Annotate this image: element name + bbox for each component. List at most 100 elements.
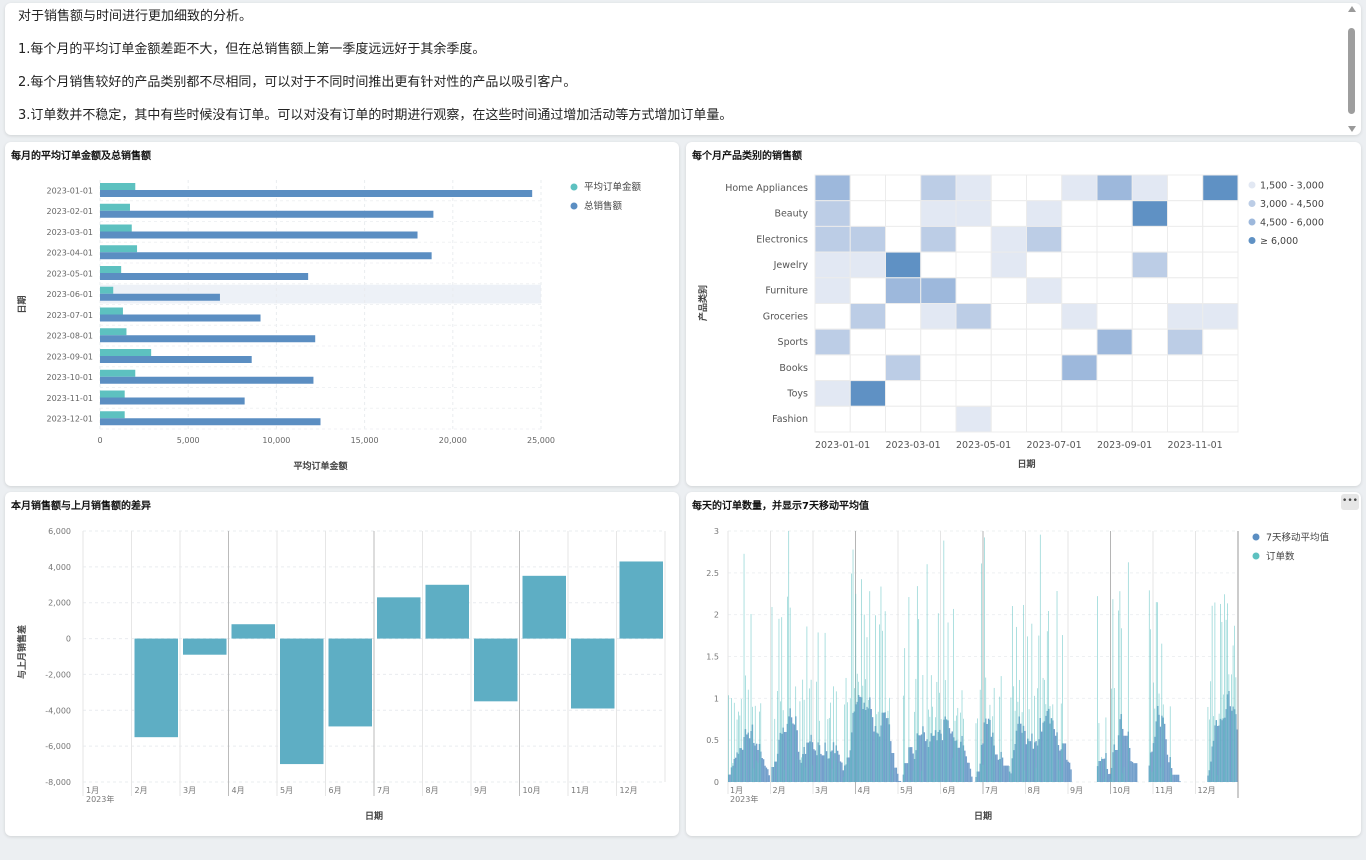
bar-total-sales [100, 314, 261, 322]
order-count-bar [799, 701, 801, 782]
more-options-button[interactable]: ••• [1341, 494, 1359, 510]
moving-average-bar [753, 742, 755, 782]
order-count-bar [943, 540, 945, 782]
heatmap-cell [1131, 251, 1168, 279]
moving-average-bar [1124, 735, 1127, 782]
scroll-up-arrow-icon[interactable] [1348, 6, 1356, 12]
heatmap-cell [1096, 277, 1133, 305]
y-tick-label: Groceries [763, 311, 808, 322]
order-count-bar [738, 711, 739, 782]
chart-card-daily-orders: 每天的订单数量，并显示7天移动平均值 ••• 3 2.5 2 1.5 1 0.5 0 1月 2月… [686, 492, 1361, 836]
x-tick-label: 2月 [773, 786, 786, 795]
moving-average-bar [1099, 761, 1102, 782]
y-tick-label: 2.5 [706, 569, 719, 578]
moving-average-bar [1109, 773, 1111, 782]
order-count-bar [880, 586, 882, 782]
moving-average-bar [1177, 774, 1180, 782]
moving-average-bar [905, 763, 907, 782]
order-count-bar [834, 760, 836, 782]
bar-avg-order [100, 224, 132, 232]
order-count-bar [989, 704, 991, 782]
scroll-down-arrow-icon[interactable] [1348, 126, 1356, 132]
order-count-bar [862, 685, 864, 782]
legend-marker [570, 183, 578, 191]
moving-average-bar [1001, 757, 1004, 782]
heatmap-cell [885, 251, 922, 279]
heatmap-cell [1061, 405, 1098, 433]
order-count-bar [1048, 611, 1049, 782]
heatmap-cell [1131, 174, 1168, 202]
moving-average-bar [1217, 725, 1219, 782]
moving-average-bar [841, 762, 843, 782]
scrollbar-thumb[interactable] [1348, 28, 1355, 114]
y-tick-label: Fashion [772, 414, 808, 425]
vertical-scrollbar[interactable] [1347, 6, 1358, 132]
bar-total-sales [100, 231, 418, 239]
order-count-bar [1062, 635, 1063, 782]
order-count-bar [752, 706, 753, 782]
moving-average-bar [1024, 730, 1026, 782]
heatmap-cell [1026, 405, 1063, 433]
moving-average-bar [891, 753, 893, 782]
moving-average-bar [1173, 774, 1176, 782]
moving-average-bar [1123, 735, 1125, 782]
heatmap-cell [885, 380, 922, 407]
moving-average-bar [996, 754, 998, 782]
heatmap-cell [920, 251, 957, 279]
order-count-bar [830, 702, 831, 782]
analysis-text: 对于销售额与时间进行更加细致的分析。 1.每个月的平均订单金额差距不大，但在总销… [18, 7, 1337, 135]
bar-total-sales [100, 376, 314, 384]
heatmap-cell [1167, 354, 1204, 382]
order-count-bar [1169, 706, 1171, 782]
order-count-bar [1105, 717, 1107, 782]
heatmap-cell [1167, 174, 1204, 202]
order-count-bar [854, 688, 855, 782]
order-count-bar [914, 711, 915, 782]
order-count-bar [1046, 631, 1048, 782]
order-count-bar [1031, 623, 1033, 782]
x-tick-label: 1月 [86, 786, 99, 795]
x-tick-label: 2023-07-01 [1027, 440, 1082, 451]
heatmap-cell [920, 174, 957, 202]
year-label: 2023年 [730, 794, 758, 804]
moving-average-bar [883, 712, 885, 782]
moving-average-bar [1151, 751, 1153, 782]
order-count-bar [754, 705, 756, 782]
order-count-bar [921, 770, 922, 782]
bar-chart-monthly-difference: 6,000 4,000 2,000 0 -2,000 -4,000 -6,000 -8,000… [16, 527, 666, 822]
heatmap-cell [1026, 328, 1063, 356]
order-count-bar [999, 696, 1001, 782]
y-tick-label: Furniture [765, 286, 808, 297]
diff-bar [377, 597, 421, 639]
moving-average-bar [729, 774, 731, 782]
y-tick-label: 0 [66, 635, 71, 644]
heatmap-cell [920, 277, 957, 305]
legend-marker [1248, 218, 1256, 226]
order-count-bar [957, 707, 959, 782]
x-tick-label: 6月 [943, 786, 956, 795]
order-count-bar [1227, 603, 1228, 782]
moving-average-bar [836, 750, 839, 782]
moving-average-bar [897, 773, 899, 782]
moving-average-bar [814, 750, 817, 782]
x-tick-label: 5月 [280, 786, 293, 795]
heatmap-cell [1096, 225, 1133, 253]
legend-marker [570, 202, 578, 210]
moving-average-bar [925, 741, 927, 782]
y-axis-label: 与上月销售差 [16, 625, 28, 679]
x-tick-label: 10,000 [262, 436, 290, 445]
moving-average-bar [1115, 749, 1117, 782]
bar-total-sales [100, 273, 309, 280]
order-count-bar [869, 591, 871, 782]
moving-average-bar [1029, 741, 1032, 782]
x-tick-label: 12月 [1198, 786, 1216, 795]
heatmap-cell [1096, 200, 1133, 227]
heatmap-cell [849, 174, 886, 202]
moving-average-bar [1035, 741, 1037, 782]
order-count-bar [788, 531, 790, 782]
order-count-bar [781, 617, 783, 782]
moving-average-bar [748, 738, 751, 782]
y-tick-label: 2023-04-01 [47, 249, 94, 258]
order-count-bar [947, 622, 949, 782]
order-count-bar [795, 686, 797, 782]
